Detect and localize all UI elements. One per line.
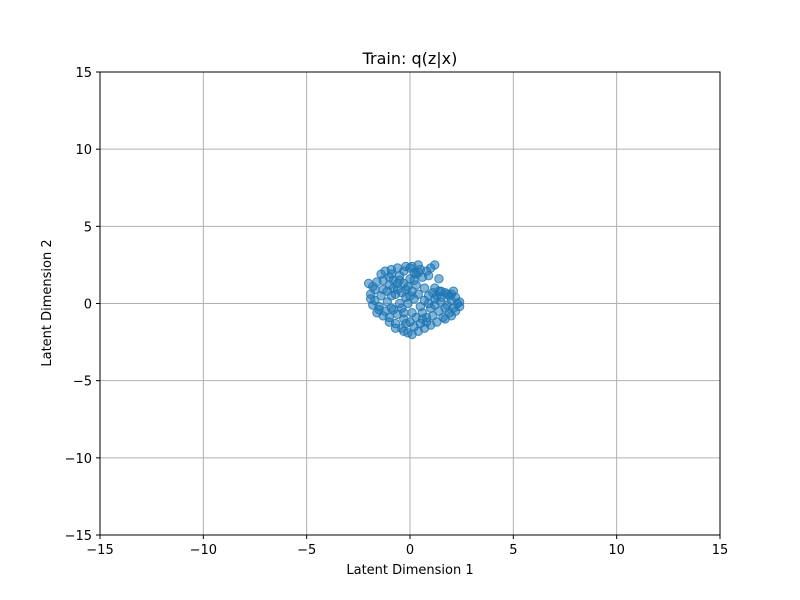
data-point [388,304,399,315]
data-point [428,311,438,321]
x-tick-label: −15 [86,543,113,558]
y-tick-label: −10 [65,452,92,467]
x-tick-label: 5 [509,543,517,558]
data-points [363,260,465,340]
data-point [417,314,428,324]
x-tick-label: −10 [190,543,217,558]
data-point [397,287,407,298]
y-tick-label: 5 [84,220,92,235]
data-point [409,275,419,286]
data-point [403,281,413,292]
data-point [442,289,452,299]
data-point [394,275,405,286]
y-tick-label: −15 [65,529,92,544]
y-tick-label: 10 [75,143,92,158]
data-point [401,318,411,329]
x-tick-label: 15 [712,543,729,558]
data-point [419,283,430,293]
x-tick-label: 0 [406,543,414,558]
data-point [384,317,395,327]
data-point [390,323,401,333]
x-tick-label: 10 [608,543,625,558]
data-point [423,271,434,281]
data-point [363,278,374,289]
y-tick-label: 0 [84,298,92,313]
x-axis-label: Latent Dimension 1 [346,563,473,578]
data-point [399,308,409,318]
chart-title: Train: q(z|x) [362,49,458,68]
data-point [434,274,444,284]
axis-ticks: −15 −10 −5 0 5 10 15 −15 −10 −5 0 5 10 15 [65,66,729,558]
data-point [405,291,415,301]
data-point [388,283,399,293]
data-point [376,291,386,301]
data-point [407,308,417,318]
data-point [378,275,388,286]
data-point [399,326,409,336]
data-point [430,300,440,310]
data-point [440,314,450,324]
data-point [415,301,426,312]
data-point [370,284,380,295]
y-axis-label: Latent Dimension 2 [40,239,55,366]
data-point [440,303,450,313]
data-point [413,260,423,270]
data-point [413,267,423,278]
data-point [413,289,423,299]
data-point [374,304,384,315]
data-point [430,260,440,270]
data-point [366,294,376,304]
data-point [386,269,397,279]
y-tick-label: 15 [75,66,92,81]
x-tick-label: −5 [297,543,316,558]
y-tick-label: −5 [73,375,92,390]
